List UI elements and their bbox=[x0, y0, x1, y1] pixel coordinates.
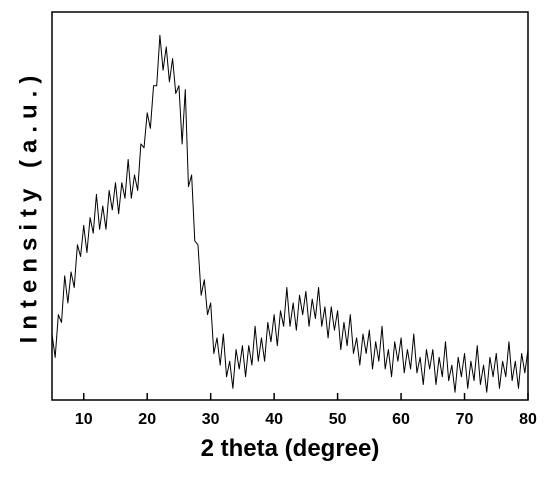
x-tick-label: 50 bbox=[329, 411, 347, 428]
y-axis-label: Intensity (a.u.) bbox=[15, 69, 42, 344]
plot-frame bbox=[51, 11, 529, 401]
x-tick-label: 60 bbox=[392, 411, 410, 428]
x-tick-label: 40 bbox=[265, 411, 283, 428]
x-tick-label: 80 bbox=[519, 411, 537, 428]
x-tick-label: 30 bbox=[202, 411, 220, 428]
x-axis-label: 2 theta (degree) bbox=[201, 435, 380, 462]
x-tick-label: 70 bbox=[456, 411, 474, 428]
x-tick-label: 20 bbox=[138, 411, 156, 428]
x-tick-label: 10 bbox=[75, 411, 93, 428]
data-line bbox=[51, 34, 529, 393]
